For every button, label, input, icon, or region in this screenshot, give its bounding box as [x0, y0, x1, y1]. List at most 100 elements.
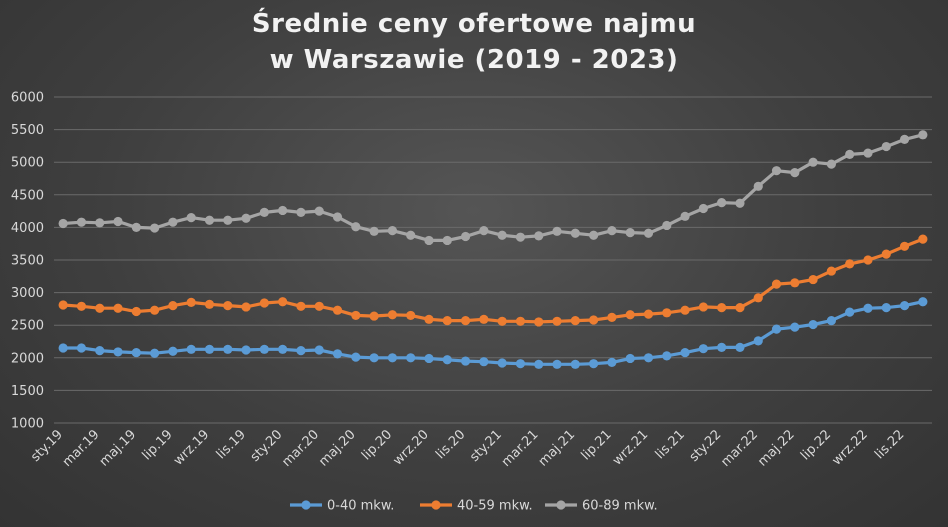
legend-marker	[431, 500, 441, 510]
data-point	[698, 203, 708, 214]
chart-title-line-2: w Warszawie (2019 - 2023)	[269, 45, 679, 75]
data-point	[625, 310, 635, 320]
x-tick-label: maj.19	[97, 427, 139, 469]
data-point	[95, 346, 105, 356]
data-point	[186, 297, 196, 307]
data-point	[625, 228, 635, 238]
y-tick-label: 4000	[11, 221, 44, 236]
data-point	[717, 342, 727, 352]
data-point	[570, 359, 580, 369]
data-point	[863, 255, 873, 265]
y-tick-label: 3000	[11, 286, 44, 301]
data-point	[918, 234, 928, 244]
data-point	[643, 353, 654, 363]
data-point	[150, 305, 160, 315]
data-point	[442, 316, 452, 326]
data-point	[351, 222, 361, 232]
legend-marker	[556, 500, 566, 510]
data-point	[204, 299, 215, 309]
data-point	[406, 230, 416, 240]
data-point	[808, 319, 818, 330]
x-tick-label: lis.19	[214, 427, 249, 462]
x-tick-label: maj.21	[536, 427, 578, 469]
y-tick-label: 2000	[11, 351, 44, 366]
data-point	[662, 220, 672, 231]
x-tick-label: maj.22	[755, 427, 797, 469]
x-tick-label: lis.22	[872, 427, 907, 462]
legend-label: 0-40 mkw.	[327, 499, 394, 514]
data-point	[442, 355, 452, 365]
data-point	[387, 226, 397, 236]
data-point	[515, 316, 526, 326]
data-point	[881, 249, 891, 259]
series-40-59 mkw.	[58, 234, 928, 327]
data-point	[826, 159, 836, 169]
data-point	[76, 217, 87, 227]
data-point	[808, 274, 818, 285]
data-point	[680, 347, 690, 358]
series-0-40 mkw.	[58, 297, 928, 369]
data-point	[899, 134, 910, 144]
data-point	[332, 349, 343, 359]
data-point	[332, 212, 343, 222]
data-point	[662, 351, 672, 361]
data-point	[845, 259, 855, 269]
data-point	[442, 235, 452, 246]
data-point	[552, 226, 562, 236]
y-tick-label: 5500	[11, 123, 44, 138]
y-tick-label: 4500	[11, 188, 44, 203]
data-point	[131, 306, 141, 317]
data-point	[186, 213, 196, 223]
data-point	[259, 344, 269, 354]
grid-layer	[54, 96, 932, 424]
x-tick-label: mar.19	[60, 427, 103, 470]
data-point	[643, 309, 654, 319]
data-point	[845, 307, 855, 317]
chart-title: Średnie ceny ofertowe najmu w Warszawie …	[0, 6, 948, 78]
data-point	[735, 198, 745, 208]
data-point	[845, 149, 855, 159]
data-point	[278, 297, 288, 307]
data-point	[168, 346, 178, 356]
data-point	[607, 357, 617, 367]
data-point	[241, 345, 251, 355]
data-point	[259, 298, 269, 308]
data-point	[918, 130, 928, 140]
data-point	[424, 353, 434, 364]
legend: 0-40 mkw. 40-59 mkw. 60-89 mkw.	[290, 499, 658, 514]
data-point	[698, 302, 708, 312]
y-tick-label: 1000	[11, 417, 44, 432]
data-point	[698, 344, 708, 354]
data-point	[515, 359, 526, 369]
legend-item: 40-59 mkw.	[420, 499, 533, 514]
data-point	[717, 198, 727, 208]
data-point	[735, 302, 745, 313]
data-point	[534, 317, 544, 327]
data-point	[826, 266, 836, 276]
data-point	[881, 302, 891, 313]
x-tick-label: lis.21	[653, 427, 688, 462]
data-point	[460, 356, 471, 366]
data-point	[826, 316, 836, 326]
data-point	[58, 343, 68, 353]
data-point	[479, 226, 489, 236]
data-point	[296, 301, 306, 311]
data-point	[278, 205, 288, 216]
data-point	[204, 344, 215, 354]
data-point	[204, 215, 215, 225]
data-point	[369, 226, 379, 236]
data-point	[570, 316, 580, 326]
series-60-89 mkw.	[58, 130, 928, 246]
data-point	[241, 213, 251, 223]
data-point	[863, 148, 873, 158]
legend-label: 60-89 mkw.	[582, 499, 658, 514]
data-point	[223, 344, 233, 354]
y-tick-label: 6000	[11, 91, 44, 106]
y-tick-label: 5000	[11, 156, 44, 171]
data-point	[607, 312, 617, 322]
x-tick-label: wrz.21	[610, 427, 651, 468]
data-point	[771, 166, 782, 176]
data-point	[113, 216, 123, 227]
